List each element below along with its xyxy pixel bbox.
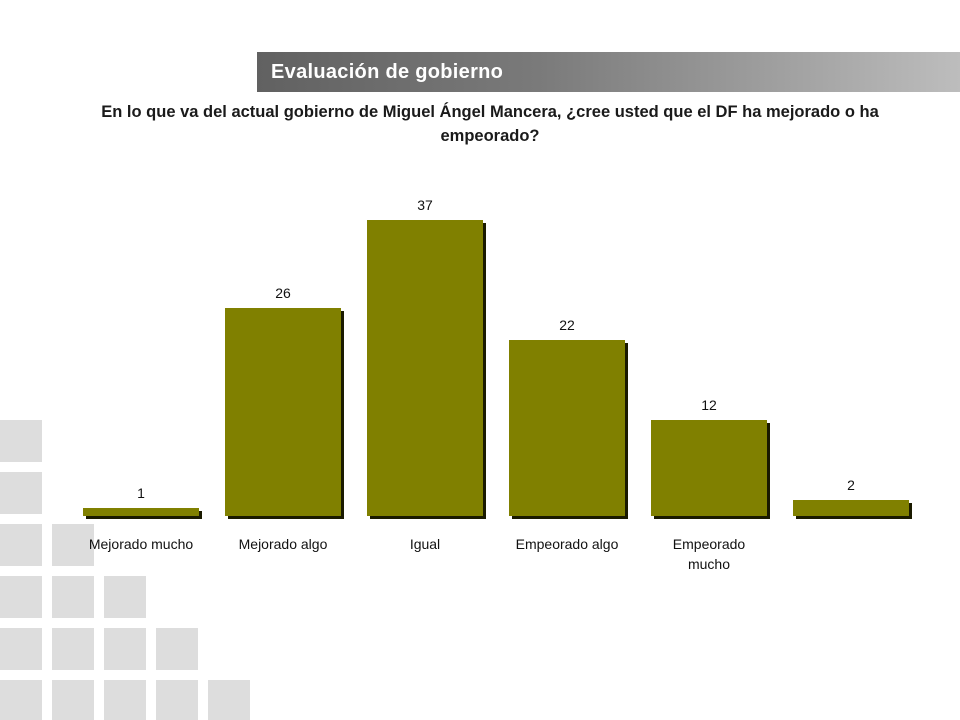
data-label: 37: [417, 197, 433, 213]
decorative-square: [0, 680, 42, 720]
data-label: 22: [559, 317, 575, 333]
decorative-square: [0, 576, 42, 618]
decorative-square: [52, 524, 94, 566]
bar: [225, 308, 341, 516]
decorative-square: [104, 576, 146, 618]
data-label: 12: [701, 397, 717, 413]
title-banner: Evaluación de gobierno: [257, 52, 960, 92]
decorative-square: [52, 576, 94, 618]
decorative-square: [104, 680, 146, 720]
category-label: mucho: [688, 556, 730, 572]
survey-question: En lo que va del actual gobierno de Migu…: [101, 103, 879, 145]
decorative-square: [156, 680, 198, 720]
bar: [367, 220, 483, 516]
data-label: 1: [137, 485, 145, 501]
category-label: Igual: [410, 536, 440, 552]
category-label: Mejorado mucho: [89, 536, 193, 552]
bar: [83, 508, 199, 516]
decorative-square: [0, 420, 42, 462]
decorative-square: [0, 524, 42, 566]
category-label: Mejorado algo: [239, 536, 328, 552]
decorative-square: [52, 680, 94, 720]
category-label: Empeorado: [673, 536, 746, 552]
decorative-square: [0, 628, 42, 670]
category-label: Empeorado algo: [516, 536, 619, 552]
page-title: Evaluación de gobierno: [271, 61, 504, 83]
decorative-square: [0, 472, 42, 514]
decorative-square: [208, 680, 250, 720]
data-label: 26: [275, 285, 291, 301]
bar: [793, 500, 909, 516]
decorative-square: [156, 628, 198, 670]
data-label: 2: [847, 477, 855, 493]
bar: [509, 340, 625, 516]
bar: [651, 420, 767, 516]
decorative-square: [52, 628, 94, 670]
decorative-square: [104, 628, 146, 670]
